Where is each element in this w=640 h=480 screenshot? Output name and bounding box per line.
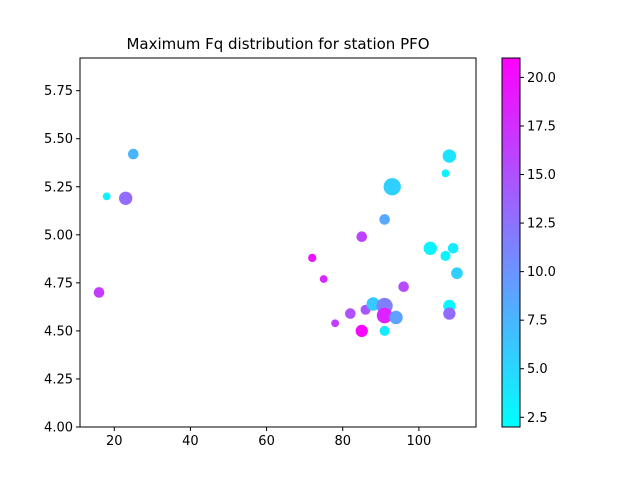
data-point-14 xyxy=(376,307,393,324)
y-tick-label: 4.25 xyxy=(44,372,73,387)
y-tick-label: 5.50 xyxy=(44,132,73,147)
colorbar xyxy=(502,58,520,427)
colorbar-tick-label: 15.0 xyxy=(527,168,556,183)
y-tick-label: 4.00 xyxy=(44,421,73,436)
x-tick-label: 100 xyxy=(406,434,431,449)
colorbar-tick-label: 20.0 xyxy=(527,71,556,86)
x-tick-label: 60 xyxy=(258,434,275,449)
x-tick-label: 80 xyxy=(334,434,351,449)
data-point-17 xyxy=(389,310,403,325)
data-point-15 xyxy=(379,325,390,336)
data-point-7 xyxy=(345,308,356,319)
x-tick-label: 20 xyxy=(106,434,123,449)
data-point-3 xyxy=(128,148,139,160)
colorbar-tick-label: 2.5 xyxy=(527,411,548,426)
data-point-22 xyxy=(442,149,457,163)
data-point-18 xyxy=(398,281,409,293)
y-tick-label: 5.00 xyxy=(44,228,73,243)
plot-frame xyxy=(79,57,477,428)
data-point-4 xyxy=(308,253,317,263)
colorbar-axis: 2.5 5.0 7.5 10.0 12.5 15.0 17.5 20.0 xyxy=(520,71,556,426)
x-axis: 20 40 60 80 100 xyxy=(106,427,431,449)
data-point-2 xyxy=(118,191,133,205)
colorbar-tick-label: 12.5 xyxy=(527,217,556,232)
data-point-19 xyxy=(423,241,438,255)
y-tick-label: 5.25 xyxy=(44,180,73,195)
data-point-25 xyxy=(447,242,459,254)
data-point-12 xyxy=(379,214,390,225)
data-point-11 xyxy=(366,297,380,311)
data-point-6 xyxy=(331,319,340,328)
data-point-9 xyxy=(355,324,368,338)
data-point-20 xyxy=(441,169,450,178)
points-layer xyxy=(93,148,463,338)
y-axis: 4.00 4.25 4.50 4.75 5.00 5.25 5.50 5.75 xyxy=(44,84,80,436)
colorbar-tick-label: 5.0 xyxy=(527,362,548,377)
y-tick-label: 4.75 xyxy=(44,276,73,291)
x-tick-label: 40 xyxy=(182,434,199,449)
chart-title: Maximum Fq distribution for station PFO xyxy=(126,35,429,53)
data-point-16 xyxy=(383,178,401,196)
data-point-0 xyxy=(93,287,105,298)
y-tick-label: 4.50 xyxy=(44,324,73,339)
colorbar-tick-label: 10.0 xyxy=(527,265,556,280)
data-point-24 xyxy=(443,307,456,320)
colorbar-tick-label: 17.5 xyxy=(527,119,556,134)
y-tick-label: 5.75 xyxy=(44,84,73,99)
data-point-5 xyxy=(319,275,328,283)
data-point-8 xyxy=(356,231,368,243)
colorbar-frame xyxy=(501,57,521,428)
data-point-21 xyxy=(440,250,451,261)
data-point-26 xyxy=(451,267,463,280)
colorbar-tick-label: 7.5 xyxy=(527,314,548,329)
data-point-1 xyxy=(102,192,111,201)
